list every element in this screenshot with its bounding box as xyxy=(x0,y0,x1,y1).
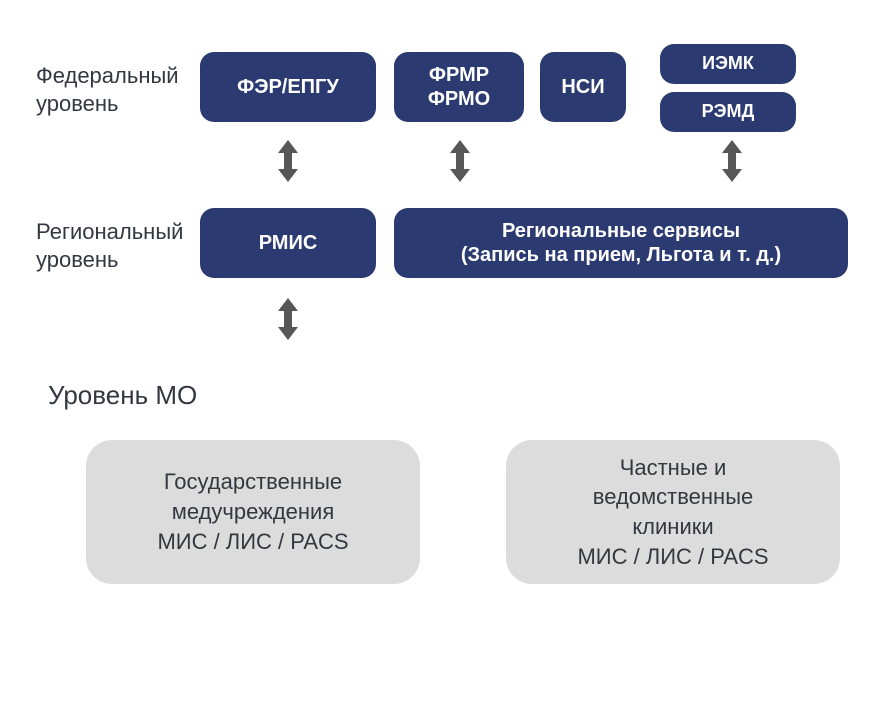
box-rmis: РМИС xyxy=(200,208,376,278)
box-nsi: НСИ xyxy=(540,52,626,122)
arrow-icon xyxy=(448,140,472,182)
label-federal-level: Федеральныйуровень xyxy=(36,62,179,117)
box-frmr-frmo: ФРМРФРМО xyxy=(394,52,524,122)
arrow-icon xyxy=(276,298,300,340)
label-regional-level: Региональныйуровень xyxy=(36,218,183,273)
box-iemk: ИЭМК xyxy=(660,44,796,84)
arrow-icon xyxy=(720,140,744,182)
label-mo-level: Уровень МО xyxy=(48,380,197,411)
box-state-institutions: ГосударственныемедучрежденияМИС / ЛИС / … xyxy=(86,440,420,584)
arrow-icon xyxy=(276,140,300,182)
box-fer-epgu: ФЭР/ЕПГУ xyxy=(200,52,376,122)
box-remd: РЭМД xyxy=(660,92,796,132)
diagram-root: Федеральныйуровень Региональныйуровень У… xyxy=(0,0,878,706)
box-regional-services: Региональные сервисы(Запись на прием, Ль… xyxy=(394,208,848,278)
box-private-clinics: Частные иведомственныеклиникиМИС / ЛИС /… xyxy=(506,440,840,584)
